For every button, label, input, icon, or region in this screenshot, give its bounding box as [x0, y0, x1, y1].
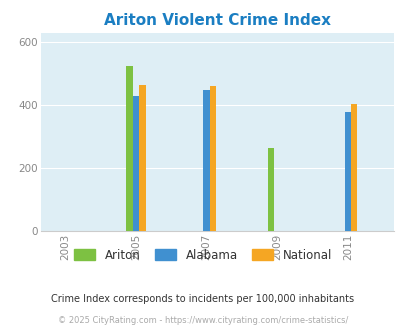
Bar [350, 104, 356, 231]
Bar [126, 66, 132, 231]
Title: Ariton Violent Crime Index: Ariton Violent Crime Index [103, 13, 330, 28]
Text: Crime Index corresponds to incidents per 100,000 inhabitants: Crime Index corresponds to incidents per… [51, 294, 354, 304]
Bar [209, 86, 215, 231]
Bar [344, 112, 350, 231]
Text: © 2025 CityRating.com - https://www.cityrating.com/crime-statistics/: © 2025 CityRating.com - https://www.city… [58, 316, 347, 325]
Bar [267, 148, 273, 231]
Bar [203, 89, 209, 231]
Legend: Ariton, Alabama, National: Ariton, Alabama, National [69, 244, 336, 266]
Bar [139, 85, 145, 231]
Bar [132, 96, 139, 231]
